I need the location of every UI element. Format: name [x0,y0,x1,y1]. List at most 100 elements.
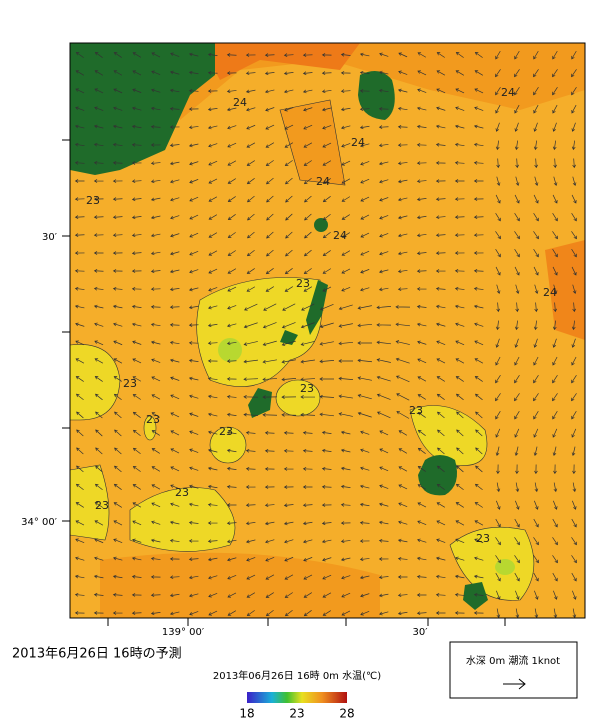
current-arrow [303,557,313,562]
current-arrow [454,304,465,309]
current-arrow [495,231,501,240]
current-arrow [188,70,199,75]
current-arrow [266,195,274,203]
current-arrow [207,412,218,417]
current-arrow [475,429,483,437]
current-arrow [572,482,577,493]
current-arrow [340,430,351,435]
current-arrow [435,304,446,309]
current-arrow [303,107,313,112]
current-arrow [454,179,465,183]
current-arrow [131,197,142,202]
current-arrow [95,429,103,437]
current-arrow [322,286,332,292]
current-arrow [496,176,501,186]
current-arrow [496,158,500,169]
current-arrow [341,250,351,256]
current-arrow [395,322,410,327]
current-arrow [376,305,392,310]
current-arrow [397,538,408,543]
current-arrow [189,448,199,453]
current-arrow [338,394,353,399]
current-arrow [265,124,275,130]
current-arrow [435,179,446,183]
current-arrow [322,250,331,256]
current-arrow [114,447,122,455]
current-arrow [243,377,259,382]
current-arrow [533,140,538,151]
current-arrow [474,502,483,508]
current-arrow [132,411,141,418]
current-arrow [553,176,558,186]
current-arrow [95,447,103,455]
current-arrow [113,322,123,327]
current-arrow [322,125,332,130]
current-arrow [302,485,313,489]
current-arrow [281,322,296,329]
current-arrow [207,521,218,525]
current-arrow [379,466,389,472]
colorbar [247,692,347,703]
current-arrow [571,572,577,582]
current-arrow [340,557,351,562]
current-arrow [553,302,558,313]
current-arrow [150,197,161,202]
current-arrow [552,572,558,582]
current-arrow [322,196,331,203]
current-arrow [376,375,391,382]
current-arrow [227,610,237,616]
current-arrow [379,197,389,202]
current-arrow [113,393,122,401]
current-arrow [454,269,465,273]
contour-label: 23 [409,404,423,417]
current-arrow [553,284,558,294]
current-arrow [113,376,122,382]
current-arrow [416,106,427,111]
current-arrow [552,266,558,276]
current-arrow [170,448,180,454]
current-arrow [435,251,446,255]
current-arrow [360,430,370,435]
current-arrow [170,70,180,75]
current-arrow [395,340,410,345]
current-arrow [114,465,122,473]
current-arrow [552,104,558,114]
current-arrow [571,249,577,258]
current-arrow [322,231,331,239]
current-arrow [150,538,161,543]
current-arrow [376,358,391,363]
current-arrow [208,305,218,310]
current-arrow [360,269,370,274]
current-arrow [266,213,274,221]
current-arrow [495,194,501,204]
current-arrow [151,430,160,436]
current-arrow [265,592,274,598]
current-arrow [533,410,539,420]
current-arrow [170,502,180,507]
current-arrow [454,215,465,219]
current-arrow [359,70,370,75]
current-arrow [131,304,142,309]
current-arrow [113,556,123,561]
cool-spot [495,559,515,575]
current-arrow [436,465,445,473]
current-arrow [416,179,427,184]
legend-text: 水深 0m 潮流 1knot [466,654,560,667]
current-arrow [454,124,465,129]
current-arrow [300,340,315,346]
current-arrow [416,322,427,327]
current-arrow [266,231,274,239]
current-arrow [170,376,180,381]
current-arrow [113,520,123,526]
current-arrow [169,593,180,598]
current-arrow [495,212,501,222]
current-arrow [397,575,408,579]
current-arrow [265,286,274,292]
current-arrow [360,287,370,292]
current-arrow [113,106,123,111]
current-arrow [207,107,218,112]
current-arrow [515,176,520,186]
current-arrow [227,557,237,562]
current-arrow [514,50,520,60]
current-arrow [264,521,275,526]
